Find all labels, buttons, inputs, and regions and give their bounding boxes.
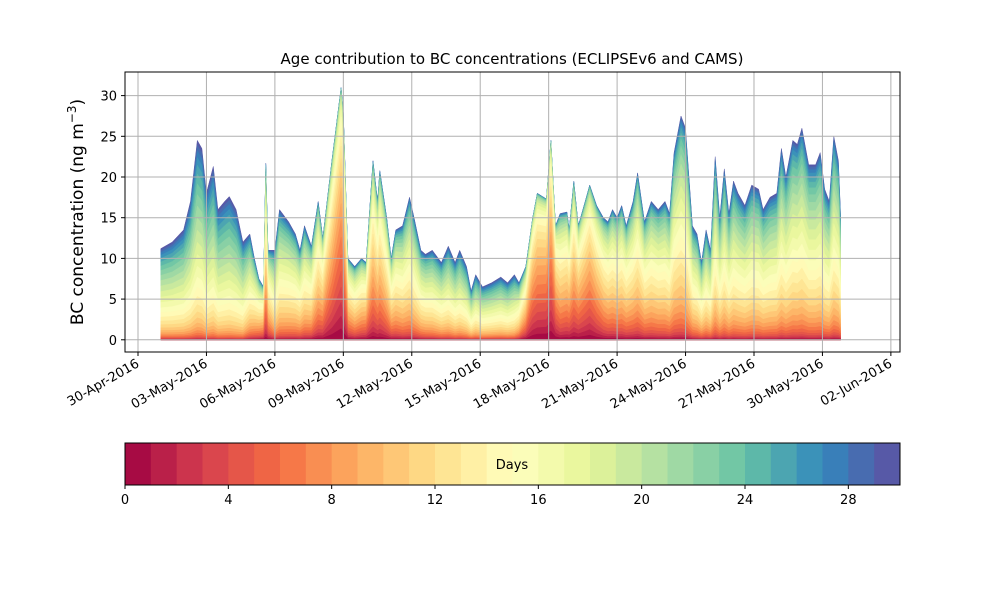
colorbar-tick-label: 28 <box>840 493 857 508</box>
colorbar-bin-15 <box>512 443 539 485</box>
colorbar-bin-29 <box>874 443 901 485</box>
colorbar-bin-19 <box>615 443 643 485</box>
colorbar-bin-4 <box>228 443 255 485</box>
gridlines <box>125 72 900 352</box>
colorbar-bin-20 <box>641 443 668 485</box>
x-tick-label: 03-May-2016 <box>129 356 211 412</box>
colorbar-bin-13 <box>460 443 488 485</box>
colorbar-bin-25 <box>770 443 798 485</box>
colorbar-bin-14 <box>486 443 513 485</box>
colorbar-bin-5 <box>254 443 281 485</box>
colorbar-bin-17 <box>564 443 591 485</box>
y-tick-label: 10 <box>100 252 117 267</box>
y-tick-label: 25 <box>100 130 117 145</box>
y-label-main: BC concentration (ng m <box>68 123 88 325</box>
colorbar-label: Days <box>496 458 529 473</box>
y-tick-label: 15 <box>100 212 117 227</box>
colorbar-bin-9 <box>357 443 384 485</box>
colorbar-tick-label: 4 <box>224 493 232 508</box>
colorbar-bin-12 <box>435 443 462 485</box>
colorbar-bin-3 <box>202 443 229 485</box>
x-tick-label: 06-May-2016 <box>197 356 279 412</box>
stacked-areas <box>160 87 841 341</box>
colorbar-bin-28 <box>848 443 875 485</box>
colorbar-frame <box>124 442 901 486</box>
colorbar-bin-16 <box>538 443 565 485</box>
colorbar-bin-26 <box>796 443 823 485</box>
chart-title: Age contribution to BC concentrations (E… <box>281 50 744 68</box>
plot-frame <box>124 71 901 353</box>
colorbar-tick-label: 16 <box>530 493 547 508</box>
colorbar-bin-11 <box>409 443 436 485</box>
x-tick-label: 02-Jun-2016 <box>818 356 895 409</box>
colorbar-bin-24 <box>745 443 772 485</box>
colorbar-bin-0 <box>125 443 152 485</box>
colorbar-bin-2 <box>176 443 203 485</box>
y-label-end: ) <box>68 99 88 106</box>
colorbar-bin-1 <box>150 443 178 485</box>
colorbar-tick-label: 20 <box>633 493 650 508</box>
y-tick-label: 0 <box>109 334 117 349</box>
colorbar: 0 4 8 12 16 20 24 28 <box>121 442 901 508</box>
colorbar-bin-6 <box>280 443 307 485</box>
colorbar-bin-27 <box>822 443 849 485</box>
colorbar-bin-18 <box>590 443 617 485</box>
x-tick-label: 12-May-2016 <box>334 356 416 412</box>
y-axis-label: BC concentration (ng m−3) <box>65 99 88 325</box>
y-tick-label: 20 <box>100 171 117 186</box>
y-label-sup: −3 <box>65 105 79 123</box>
y-tick-label: 5 <box>109 293 117 308</box>
colorbar-tick-label: 8 <box>328 493 336 508</box>
colorbar-bin-8 <box>331 443 358 485</box>
colorbar-tick-label: 0 <box>121 493 129 508</box>
colorbar-bin-10 <box>383 443 410 485</box>
colorbar-tick-label: 12 <box>427 493 444 508</box>
x-tick-label: 09-May-2016 <box>266 356 348 412</box>
colorbar-bin-22 <box>693 443 720 485</box>
colorbar-tick-label: 24 <box>737 493 754 508</box>
colorbar-bin-21 <box>667 443 694 485</box>
x-tick-label: 30-May-2016 <box>745 356 827 412</box>
colorbar-bin-7 <box>305 443 333 485</box>
y-tick-label: 30 <box>100 90 117 105</box>
x-tick-label: 18-May-2016 <box>471 356 553 412</box>
x-tick-label: 24-May-2016 <box>608 356 690 412</box>
x-tick-label: 15-May-2016 <box>403 356 485 412</box>
colorbar-bin-23 <box>719 443 746 485</box>
age-layer-1 <box>160 315 841 341</box>
x-tick-label: 27-May-2016 <box>676 356 758 412</box>
x-tick-label: 21-May-2016 <box>539 356 621 412</box>
